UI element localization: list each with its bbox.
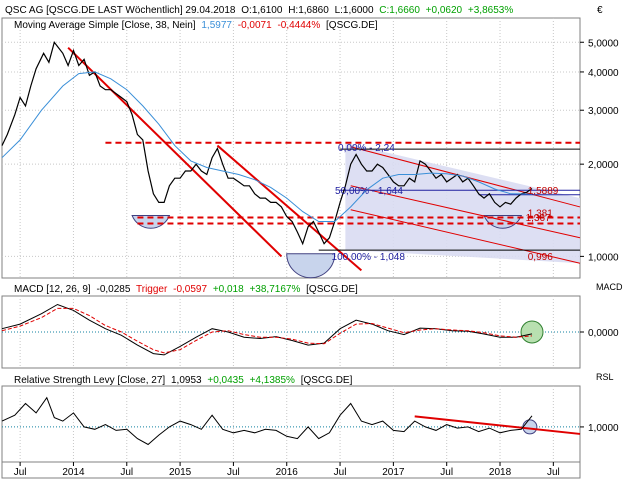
low-circle-2016 [286,253,336,279]
fib-zone-fill [345,142,580,264]
ma-header-change-pct: -0,4444% [277,20,320,31]
annotation-labels: Jul 2014 Jul 2015 Jul 2016 Jul 2017 Jul 2018 Jul 5,… [14,38,619,478]
macd-header-change: +0,018 [213,284,244,295]
macd-cross-circle [520,320,544,344]
rsl-header-change-pct: +4,1385% [250,375,295,386]
rsl-side-label: RSL [596,372,614,382]
x-tick-label: 2014 [62,467,85,478]
price-header-low: L:1,6000 [335,5,374,16]
currency-label: € [597,5,603,16]
channel-mid-line [350,185,581,239]
price-header-open: O:1,6100 [241,5,283,16]
downtrend-line-2 [216,144,363,272]
price-header: QSC AG [QSCG.DE LAST Wöchentlich] 29.04.… [5,5,513,16]
rsl-header-change: +0,0435 [207,375,244,386]
level-1589-label: 1,5889 [528,186,559,197]
macd-header-symbol: [QSCG.DE] [306,284,358,295]
rsl-header-name: Relative Strength Levy [Close, 27] [14,375,165,386]
macd-header: MACD [12, 26, 9] -0,0285 Trigger -0,0597… [14,284,358,295]
rsl-header-symbol: [QSCG.DE] [301,375,353,386]
macd-trigger-line [1,307,533,354]
x-tick-label: Jul [227,467,240,478]
series-lines [1,40,533,446]
y-tick-label: 5,0000 [588,38,619,49]
price-line [1,40,533,246]
price-header-change-pct: +3,8653% [468,5,513,16]
x-tick-label: Jul [440,467,453,478]
rsl-header-value: 1,0953 [171,375,202,386]
level-1367-label: 1,367 [526,213,551,224]
rsl-cross-circle [522,419,538,435]
rsl-trend-line [414,415,581,435]
y-tick-label: 2,0000 [588,160,619,171]
y-tick-label: 3,0000 [588,106,619,117]
y-tick-label: 4,0000 [588,68,619,79]
price-header-name: QSC AG [QSCG.DE LAST Wöchentlich] 29.04.… [5,5,236,16]
rsl-header: Relative Strength Levy [Close, 27] 1,095… [14,375,353,386]
price-header-high: H:1,6860 [288,5,329,16]
ma-header: Moving Average Simple [Close, 38, Nein] … [14,20,378,31]
fib-low-label: 100,00% - 1,048 [332,252,406,263]
moving-average-line [1,71,533,222]
y-tick-label: 1,0000 [588,252,619,263]
macd-tick-label: 0,0000 [588,328,619,339]
rsl-line [1,396,533,446]
x-tick-label: Jul [547,467,560,478]
x-tick-label: 2018 [489,467,512,478]
macd-header-name: MACD [12, 26, 9] [14,284,91,295]
price-header-close: C:1,6660 [379,5,420,16]
channel-bottom-line [350,209,581,264]
level-0996-label: 0,996 [528,252,553,263]
ma-header-symbol: [QSCG.DE] [326,20,378,31]
macd-header-trigger-label: Trigger [136,284,168,295]
macd-header-trigger-value: -0,0597 [173,284,207,295]
macd-header-value: -0,0285 [96,284,130,295]
channel-fills [131,142,580,435]
x-tick-label: 2016 [276,467,299,478]
downtrend-line-1 [67,46,283,258]
x-tick-label: 2015 [169,467,192,478]
x-tick-label: Jul [120,467,133,478]
trend-lines [67,46,581,435]
ma-header-value: 1,5977 [201,20,232,31]
x-tick-label: Jul [334,467,347,478]
macd-header-change-pct: +38,7167% [249,284,300,295]
fib-mid-label: 50,00% - 1,644 [335,186,403,197]
level-1381-label: 1,381 [528,208,553,219]
ma-header-change: -0,0071 [238,20,272,31]
price-header-change: +0,0620 [426,5,463,16]
rsl-tick-label: 1,0000 [588,423,619,434]
ma-header-name: Moving Average Simple [Close, 38, Nein] [14,20,196,31]
x-tick-label: 2017 [382,467,405,478]
x-axis-strip [1,461,581,479]
macd-side-label: MACD [596,282,623,292]
x-tick-label: Jul [14,467,27,478]
fib-top-label: 0,00% - 2,24 [338,143,395,154]
